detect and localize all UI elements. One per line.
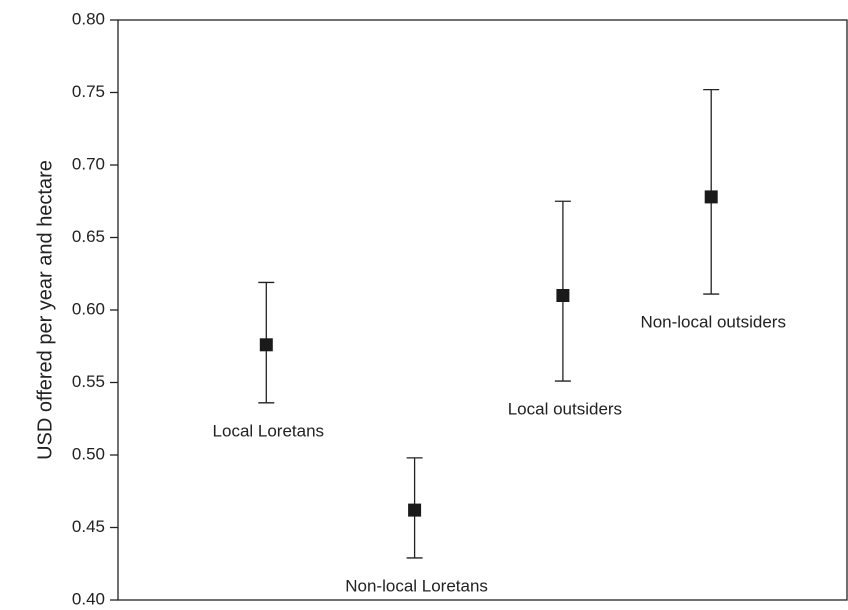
y-tick-label: 0.45 <box>72 517 105 536</box>
y-tick-label: 0.40 <box>72 589 105 608</box>
marker <box>259 338 273 352</box>
y-tick-label: 0.75 <box>72 82 105 101</box>
y-tick-label: 0.50 <box>72 444 105 463</box>
marker <box>556 289 570 302</box>
y-tick-label: 0.80 <box>72 9 105 28</box>
category-label: Non-local Loretans <box>345 576 488 595</box>
y-tick-label: 0.55 <box>72 372 105 391</box>
y-tick-label: 0.60 <box>72 299 105 318</box>
category-label: Non-local outsiders <box>640 313 786 332</box>
category-label: Local Loretans <box>213 421 325 440</box>
category-label: Local outsiders <box>508 400 622 419</box>
marker <box>704 190 718 204</box>
y-axis-label: USD offered per year and hectare <box>34 160 56 460</box>
y-tick-label: 0.65 <box>72 227 105 246</box>
marker <box>408 503 422 517</box>
plot-frame <box>117 19 848 601</box>
y-tick-label: 0.70 <box>72 154 105 173</box>
